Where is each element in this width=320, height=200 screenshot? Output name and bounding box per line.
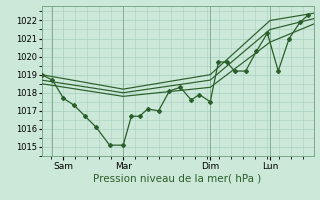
X-axis label: Pression niveau de la mer( hPa ): Pression niveau de la mer( hPa ) xyxy=(93,173,262,183)
